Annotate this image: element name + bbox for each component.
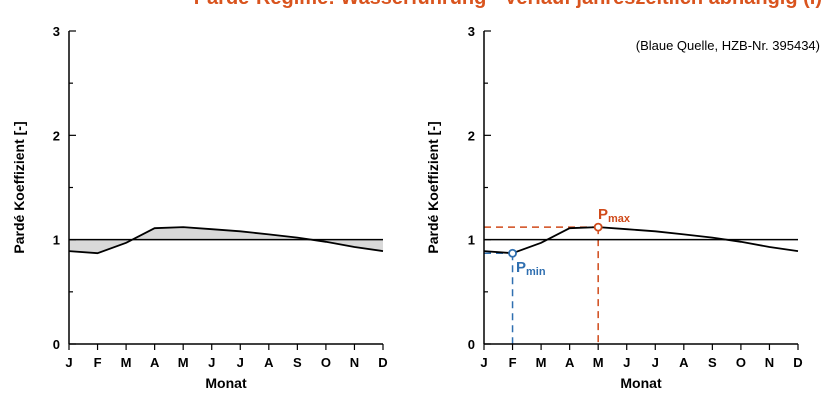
chart-title: Pardé-Regime: Wasserführung - Verlauf ja… [194, 0, 822, 9]
chart-panel-right: 0 1 2 3 J F M A M J J A S O N D Monat Pardé Koeffizient [… [425, 24, 803, 391]
pmax-marker [593, 222, 603, 232]
y-axis-title: Pardé Koeffizient [-] [425, 121, 441, 253]
y-axis-title: Pardé Koeffizient [-] [11, 121, 27, 253]
chart-panel-left: 0 1 2 3 J F M A M J J A S O N D Monat Pardé Koeffizient [… [11, 24, 388, 391]
pmax-label: Pmax [598, 206, 631, 225]
x-tick-label: A [264, 355, 274, 370]
x-tick-label: J [623, 355, 630, 370]
x-axis-title: Monat [620, 375, 662, 391]
pmin-label-main: P [516, 259, 526, 276]
x-tick-label: M [178, 355, 189, 370]
x-tick-label: N [765, 355, 774, 370]
x-tick-label: O [736, 355, 746, 370]
series-line [68, 226, 384, 255]
pmin-label-sub: min [526, 266, 546, 278]
x-tick-label: D [378, 355, 387, 370]
x-tick-label: D [793, 355, 802, 370]
chart-subtitle: (Blaue Quelle, HZB-Nr. 395434) [636, 38, 820, 53]
pmin-label: Pmin [516, 259, 546, 278]
y-tick-label: 0 [53, 337, 60, 352]
x-tick-label: A [150, 355, 160, 370]
x-tick-label: M [536, 355, 547, 370]
deviation-fill [69, 227, 383, 254]
x-axis-title: Monat [205, 375, 247, 391]
y-tick-label: 2 [53, 128, 60, 143]
x-tick-label: J [208, 355, 215, 370]
y-tick-label: 1 [53, 233, 60, 248]
x-tick-label: M [593, 355, 604, 370]
pmax-label-main: P [598, 206, 608, 223]
x-tick-label: J [237, 355, 244, 370]
x-tick-label: N [350, 355, 359, 370]
x-tick-label: S [293, 355, 302, 370]
y-tick-label: 1 [468, 233, 475, 248]
x-tick-label: J [480, 355, 487, 370]
pmax-label-sub: max [608, 213, 631, 225]
x-tick-label: O [321, 355, 331, 370]
x-tick-label: J [652, 355, 659, 370]
series-line [483, 226, 799, 255]
x-tick-label: M [121, 355, 132, 370]
x-tick-label: J [65, 355, 72, 370]
y-tick-label: 3 [468, 24, 475, 39]
y-tick-label: 2 [468, 128, 475, 143]
x-tick-label: S [708, 355, 717, 370]
x-tick-label: A [565, 355, 575, 370]
x-tick-label: A [679, 355, 689, 370]
pmin-marker [508, 248, 517, 258]
y-tick-label: 0 [468, 337, 475, 352]
x-tick-label: F [509, 355, 517, 370]
y-tick-label: 3 [53, 24, 60, 39]
x-tick-label: F [94, 355, 102, 370]
